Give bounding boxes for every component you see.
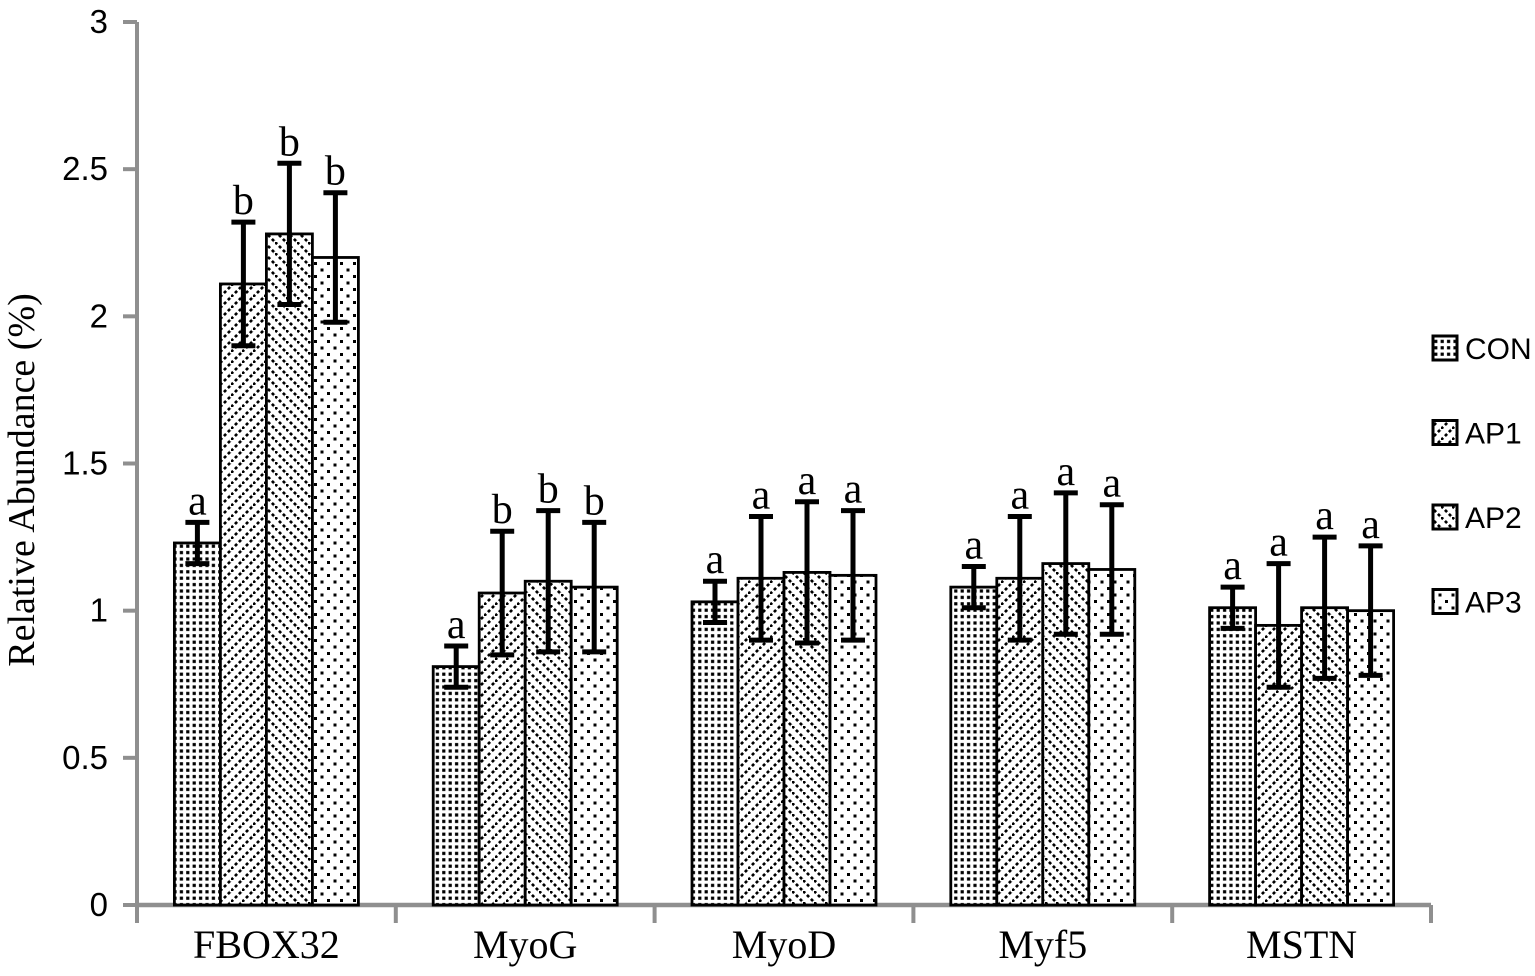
error-bar-MyoG-AP1: [490, 528, 515, 658]
bar-MyoD-CON: [690, 600, 740, 907]
error-bar-MSTN-AP2: [1312, 534, 1337, 681]
error-bar-FBOX32-AP3: [323, 190, 348, 325]
x-category-label-FBOX32: FBOX32: [193, 922, 340, 967]
legend-swatch-diagonal-back: [1431, 503, 1459, 531]
legend-swatch-diagonal-forward: [1431, 419, 1459, 446]
error-bar-FBOX32-AP1: [231, 219, 256, 349]
sig-letter-MyoD-AP2: a: [798, 458, 817, 504]
sig-letter-FBOX32-CON: a: [188, 478, 207, 524]
error-bars-layer: [185, 160, 1383, 690]
bar-FBOX32-AP1: [218, 282, 268, 907]
legend-item-AP2: AP2: [1431, 502, 1522, 535]
bar-Myf5-CON: [949, 585, 999, 907]
sig-letter-Myf5-CON: a: [964, 523, 983, 569]
x-category-label-MyoG: MyoG: [473, 922, 577, 967]
category-labels-layer: FBOX32 MyoG MyoD Myf5 MSTN: [193, 922, 1357, 967]
legend-label-CON: CON: [1465, 333, 1532, 366]
legend-swatch-dense-dot-grid: [1431, 334, 1459, 362]
bar-MSTN-CON: [1208, 606, 1257, 907]
error-bar-FBOX32-CON: [185, 519, 210, 567]
y-tick-labels-layer: 0 0.5 1 1.5 2 2.5 3: [62, 3, 108, 923]
sig-letter-MyoD-AP3: a: [844, 467, 863, 513]
sig-letter-MSTN-AP2: a: [1315, 493, 1334, 539]
bars-layer: [172, 232, 1395, 907]
sig-letter-MyoG-AP1: b: [492, 487, 513, 533]
error-bar-Myf5-AP2: [1053, 490, 1078, 637]
legend-item-AP3: AP3: [1431, 587, 1522, 620]
x-category-label-MyoD: MyoD: [732, 922, 836, 967]
y-tick-label-3: 3: [90, 3, 108, 40]
error-bar-MyoG-CON: [444, 643, 469, 690]
legend: CON AP1 AP2 AP3: [1431, 333, 1532, 620]
bar-FBOX32-AP2: [264, 232, 314, 907]
error-bar-MSTN-AP1: [1266, 561, 1291, 690]
error-bar-Myf5-CON: [961, 564, 986, 611]
sig-letter-MyoG-CON: a: [447, 602, 466, 648]
x-category-label-Myf5: Myf5: [998, 922, 1087, 967]
sig-letter-FBOX32-AP2: b: [279, 119, 300, 165]
legend-label-AP3: AP3: [1465, 587, 1522, 620]
sig-letter-MyoG-AP2: b: [538, 467, 559, 513]
y-tick-label-1: 1: [90, 592, 108, 629]
sig-letter-Myf5-AP3: a: [1102, 461, 1121, 507]
error-bar-MyoG-AP3: [582, 519, 607, 655]
error-bar-MyoG-AP2: [536, 508, 561, 655]
error-bar-MyoD-AP3: [841, 508, 865, 643]
sig-letter-MyoG-AP3: b: [584, 478, 605, 524]
error-bar-Myf5-AP3: [1099, 502, 1124, 637]
y-tick-label-1.5: 1.5: [62, 445, 108, 482]
sig-letter-Myf5-AP2: a: [1056, 449, 1075, 495]
error-bar-Myf5-AP1: [1007, 513, 1032, 643]
sig-letter-MyoD-CON: a: [706, 537, 725, 583]
y-tick-label-0.5: 0.5: [62, 739, 108, 776]
sig-letter-FBOX32-AP3: b: [325, 149, 346, 195]
bar-MyoG-CON: [431, 665, 481, 907]
error-bar-MSTN-CON: [1220, 584, 1245, 631]
y-tick-label-2: 2: [90, 297, 108, 334]
error-bar-MyoD-AP2: [795, 499, 819, 646]
sig-letter-Myf5-AP1: a: [1010, 472, 1029, 518]
bar-FBOX32-CON: [172, 541, 222, 907]
error-bar-MyoD-AP1: [749, 513, 773, 643]
error-bar-FBOX32-AP2: [277, 160, 302, 308]
y-axis-title: Relative Abundance (%): [1, 293, 43, 667]
bar-FBOX32-AP3: [310, 256, 360, 907]
legend-item-CON: CON: [1431, 333, 1532, 366]
error-bar-MyoD-CON: [703, 578, 727, 625]
sig-letter-FBOX32-AP1: b: [233, 178, 254, 224]
legend-label-AP1: AP1: [1465, 418, 1522, 451]
error-bar-MSTN-AP3: [1358, 543, 1383, 678]
sig-letter-MSTN-AP3: a: [1361, 502, 1380, 548]
legend-item-AP1: AP1: [1431, 418, 1522, 451]
sig-letter-MSTN-CON: a: [1223, 543, 1242, 589]
y-tick-label-0: 0: [90, 886, 108, 923]
legend-swatch-sparse-dots: [1431, 588, 1459, 615]
x-category-label-MSTN: MSTN: [1246, 922, 1357, 967]
sig-letter-MyoD-AP1: a: [752, 472, 771, 518]
y-tick-label-2.5: 2.5: [62, 150, 108, 187]
legend-label-AP2: AP2: [1465, 502, 1522, 535]
sig-letter-MSTN-AP1: a: [1269, 520, 1288, 566]
